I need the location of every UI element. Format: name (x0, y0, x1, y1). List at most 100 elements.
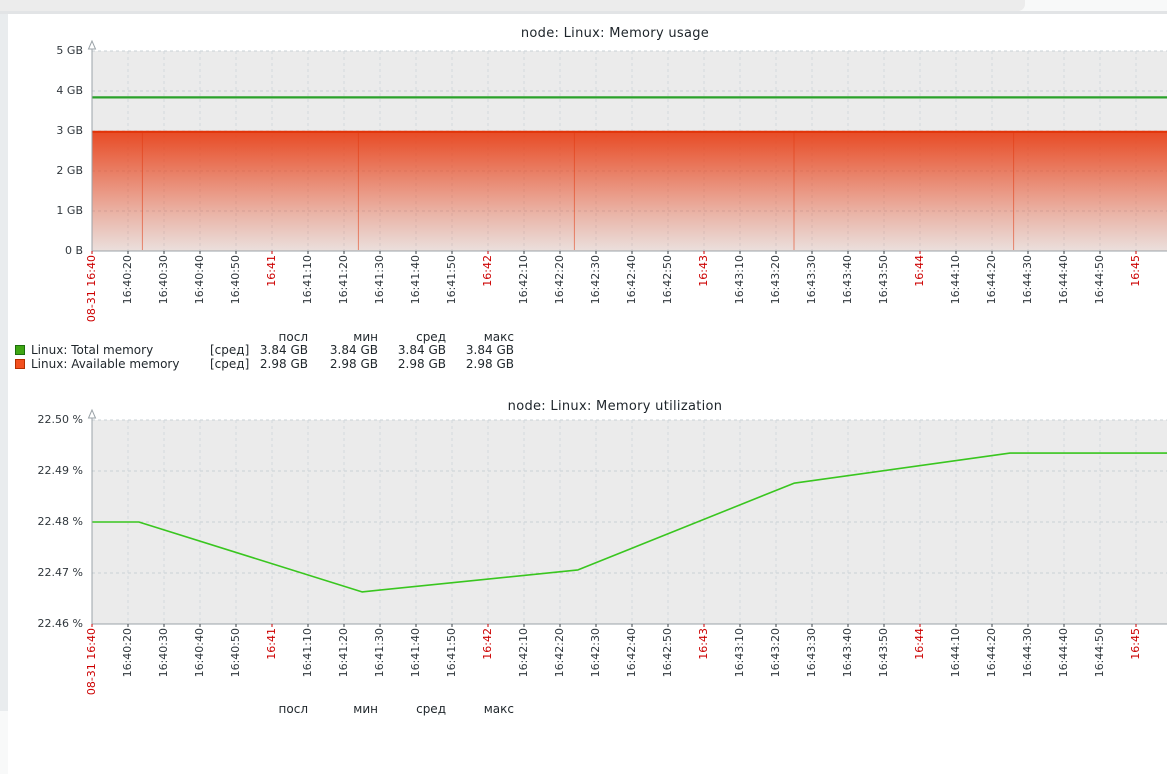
legend-series-label: Linux: Total memory (31, 343, 154, 357)
x-tick-label: 08-31 16:40 (85, 255, 98, 323)
legend-aggregation-function: [сред] (210, 343, 250, 357)
legend-stat-value: 3.84 GB (329, 343, 378, 357)
x-tick-label: 16:44:40 (1057, 628, 1070, 678)
x-tick-label: 16:41:50 (445, 255, 458, 305)
x-tick-label: 16:42:30 (589, 628, 602, 678)
plot-area[interactable] (87, 408, 1167, 627)
x-tick-label: 16:44 (913, 255, 926, 287)
x-tick-label: 16:42:40 (625, 628, 638, 678)
x-tick-label: 16:44:20 (985, 628, 998, 678)
x-tick-label: 16:43:10 (733, 255, 746, 305)
legend-stat-header: мин (353, 702, 378, 716)
top-divider (0, 11, 1167, 14)
series-color-swatch-icon (15, 345, 25, 355)
page-left-gutter (0, 14, 8, 711)
plot-svg[interactable] (87, 39, 1167, 254)
x-tick-label: 16:42:20 (553, 628, 566, 678)
x-tick-label: 16:43:30 (805, 255, 818, 305)
y-axis-arrow-icon (87, 408, 97, 419)
x-tick-label: 16:40:30 (157, 628, 170, 678)
x-tick-label: 16:42:40 (625, 255, 638, 305)
x-tick-label: 16:43 (697, 628, 710, 660)
x-tick-label: 16:40:40 (193, 628, 206, 678)
y-tick-label: 22.46 % (37, 617, 83, 630)
x-tick-label: 16:40:30 (157, 255, 170, 305)
y-tick-label: 22.47 % (37, 566, 83, 579)
x-tick-label: 16:41:20 (337, 255, 350, 305)
x-tick-label: 16:43:20 (769, 255, 782, 305)
legend-stat-value: 2.98 GB (397, 357, 446, 371)
x-tick-label: 16:43:50 (877, 255, 890, 305)
y-tick-label: 22.48 % (37, 515, 83, 528)
x-tick-label: 16:42:30 (589, 255, 602, 305)
x-tick-label: 16:41:30 (373, 628, 386, 678)
x-tick-label: 16:41:50 (445, 628, 458, 678)
x-tick-label: 16:41:10 (301, 255, 314, 305)
x-tick-label: 16:43:20 (769, 628, 782, 678)
y-tick-label: 22.49 % (37, 464, 83, 477)
legend-stat-header: сред (416, 702, 446, 716)
plot-area[interactable] (87, 39, 1167, 254)
y-tick-label: 1 GB (56, 204, 83, 217)
legend-stat-value: 2.98 GB (465, 357, 514, 371)
legend-stat-value: 2.98 GB (329, 357, 378, 371)
x-tick-label: 16:41:40 (409, 255, 422, 305)
x-tick-label: 16:42:50 (661, 255, 674, 305)
x-tick-label: 16:45 (1129, 628, 1142, 660)
x-tick-label: 16:43 (697, 255, 710, 287)
legend-series-label: Linux: Available memory (31, 357, 180, 371)
x-tick-label: 16:43:30 (805, 628, 818, 678)
x-tick-label: 16:42:10 (517, 255, 530, 305)
y-tick-label: 2 GB (56, 164, 83, 177)
x-tick-label: 16:44:50 (1093, 628, 1106, 678)
y-tick-label: 4 GB (56, 84, 83, 97)
x-tick-label: 16:41 (265, 255, 278, 287)
x-axis-labels: 08-31 16:40 16:40:20 16:40:30 16:40:40 16:40… (85, 255, 1167, 329)
x-tick-label: 16:44:10 (949, 255, 962, 305)
series-color-swatch-icon (15, 359, 25, 369)
x-tick-label: 16:42:50 (661, 628, 674, 678)
legend-stat-value: 2.98 GB (259, 357, 308, 371)
y-tick-label: 22.50 % (37, 413, 83, 426)
legend-row: Linux: Total memory [сред] 3.84 GB 3.84 GB 3… (8, 344, 588, 357)
legend: посл мин сред макс (8, 703, 588, 729)
x-tick-label: 16:44:30 (1021, 255, 1034, 305)
linux-available-memory (92, 130, 1167, 251)
x-tick-label: 16:43:40 (841, 255, 854, 305)
x-tick-label: 16:40:20 (121, 255, 134, 305)
x-tick-label: 16:43:40 (841, 628, 854, 678)
x-tick-label: 16:42 (481, 255, 494, 287)
x-tick-label: 16:42 (481, 628, 494, 660)
legend-stat-value: 3.84 GB (259, 343, 308, 357)
x-tick-label: 16:44:10 (949, 628, 962, 678)
legend-stat-header: сред (416, 330, 446, 344)
legend-stat-header: посл (278, 702, 308, 716)
plot-svg[interactable] (87, 408, 1167, 627)
y-axis-arrow-icon (87, 39, 97, 50)
x-tick-label: 16:43:50 (877, 628, 890, 678)
legend-header-row: посл мин сред макс (8, 703, 588, 716)
x-tick-label: 16:40:20 (121, 628, 134, 678)
x-tick-label: 08-31 16:40 (85, 628, 98, 696)
x-tick-label: 16:41:30 (373, 255, 386, 305)
dashboard-panel: node: Linux: Memory usage 5 GB 4 GB 3 GB 2 … (8, 14, 1167, 774)
legend-stat-header: макс (483, 330, 514, 344)
x-tick-label: 16:41:10 (301, 628, 314, 678)
legend-header-row: посл мин сред макс (8, 331, 588, 344)
y-tick-label: 5 GB (56, 44, 83, 57)
x-tick-label: 16:44:20 (985, 255, 998, 305)
x-tick-label: 16:40:50 (229, 628, 242, 678)
y-tick-label: 0 B (64, 244, 83, 257)
legend: посл мин сред макс Linux: Total memory [сред]… (8, 331, 588, 377)
legend-row: Linux: Available memory [сред] 2.98 GB 2.98… (8, 358, 588, 371)
x-tick-label: 16:42:10 (517, 628, 530, 678)
x-tick-label: 16:40:50 (229, 255, 242, 305)
x-tick-label: 16:43:10 (733, 628, 746, 678)
linux-memory-utilization (92, 452, 1167, 593)
x-tick-label: 16:44:30 (1021, 628, 1034, 678)
legend-stat-header: мин (353, 330, 378, 344)
legend-stat-header: посл (278, 330, 308, 344)
x-tick-label: 16:42:20 (553, 255, 566, 305)
chart-title: node: Linux: Memory usage (520, 26, 710, 41)
x-tick-label: 16:41:20 (337, 628, 350, 678)
